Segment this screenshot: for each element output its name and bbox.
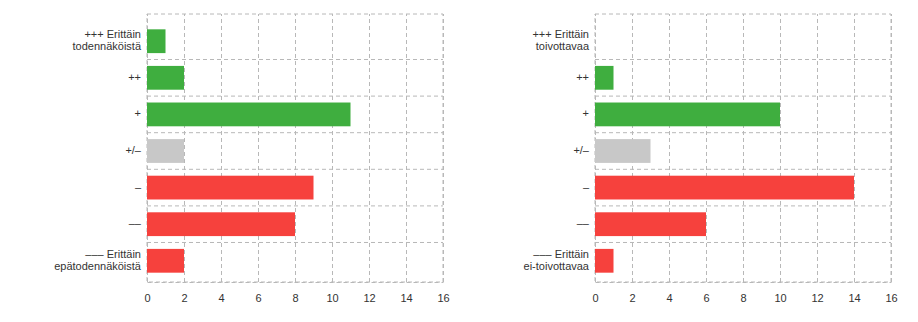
grid-line	[221, 14, 222, 282]
grid-line	[780, 14, 781, 282]
category-separator	[147, 59, 443, 60]
bar	[147, 29, 166, 53]
grid-line	[258, 14, 259, 282]
tick: 4	[666, 14, 672, 304]
category-label: ––– Erittäinei-toivottavaa	[524, 248, 590, 272]
tick: 12	[363, 14, 375, 304]
bar	[147, 176, 314, 200]
tick: 8	[740, 14, 746, 304]
category-label: +/–	[573, 144, 589, 156]
tick-label: 4	[218, 292, 224, 304]
chart-panel: 0246810121416+++ Erittäintodennäköistä++…	[54, 14, 449, 304]
tick-label: 6	[255, 292, 261, 304]
category-label: ––– Erittäinepätodennäköistä	[54, 248, 142, 272]
tick: 14	[848, 14, 860, 304]
bars	[595, 66, 854, 273]
bar	[595, 139, 651, 163]
category-separator	[147, 205, 443, 206]
bar	[147, 103, 351, 127]
tick-label: 4	[666, 292, 672, 304]
category-label: ++	[576, 71, 589, 83]
chart-canvas: 0246810121416+++ Erittäintodennäköistä++…	[0, 0, 918, 322]
bar	[147, 212, 295, 236]
category-label: +	[135, 107, 141, 119]
tick: 6	[255, 14, 261, 304]
bar	[595, 66, 614, 90]
tick-label: 8	[292, 292, 298, 304]
grid-line	[854, 14, 855, 282]
grid-line	[295, 14, 296, 282]
grid-line	[406, 14, 407, 282]
tick-label: 14	[848, 292, 860, 304]
category-label: ––	[129, 217, 142, 229]
tick-label: 14	[400, 292, 412, 304]
bar	[595, 176, 854, 200]
tick: 8	[292, 14, 298, 304]
tick-label: 12	[363, 292, 375, 304]
grid-line	[369, 14, 370, 282]
x-axis: 0 2 4 6 8 10 12 14 16	[592, 14, 897, 304]
tick-label: 12	[811, 292, 823, 304]
grid-line	[817, 14, 818, 282]
tick: 10	[774, 14, 786, 304]
chart-panel: 0246810121416+++ Erittäintoivottavaa++++…	[524, 14, 898, 304]
category-separator	[595, 205, 891, 206]
tick-label: 8	[740, 292, 746, 304]
tick: 6	[703, 14, 709, 304]
tick: 16	[437, 14, 449, 304]
plot-frame	[595, 14, 891, 282]
bar	[147, 249, 184, 273]
plot-frame	[147, 14, 443, 282]
bar	[147, 66, 184, 90]
category-labels: +++ Erittäintoivottavaa++++/––––––– Erit…	[524, 28, 590, 272]
tick-label: 2	[181, 292, 187, 304]
category-separator	[595, 59, 891, 60]
tick: 10	[326, 14, 338, 304]
tick: 14	[400, 14, 412, 304]
grid-line	[669, 14, 670, 282]
tick: 4	[218, 14, 224, 304]
tick: 12	[811, 14, 823, 304]
tick-label: 16	[885, 292, 897, 304]
grid-line	[891, 14, 892, 282]
tick-label: 0	[144, 292, 150, 304]
category-label: ––	[577, 217, 590, 229]
grid-line	[443, 14, 444, 282]
bar	[595, 249, 614, 273]
tick-label: 0	[592, 292, 598, 304]
bar	[595, 212, 706, 236]
category-label: –	[135, 181, 142, 193]
category-label: +++ Erittäintodennäköistä	[73, 28, 142, 52]
tick-label: 2	[629, 292, 635, 304]
tick-label: 10	[326, 292, 338, 304]
category-labels: +++ Erittäintodennäköistä++++/––––––– Er…	[54, 28, 142, 272]
grid-line	[706, 14, 707, 282]
axis-line	[148, 282, 444, 283]
grid-line	[184, 14, 185, 282]
bar	[595, 29, 596, 53]
bars	[147, 29, 351, 272]
category-separator	[595, 242, 891, 243]
tick-label: 6	[703, 292, 709, 304]
tick-label: 16	[437, 292, 449, 304]
tick-label: 10	[774, 292, 786, 304]
x-axis: 0 2 4 6 8 10 12 14 16	[144, 14, 449, 304]
tick: 16	[885, 14, 897, 304]
grid-line	[332, 14, 333, 282]
grid-line	[743, 14, 744, 282]
bar	[595, 103, 780, 127]
category-label: +++ Erittäintoivottavaa	[532, 28, 589, 52]
category-label: ++	[128, 71, 141, 83]
category-label: +/–	[125, 144, 141, 156]
bar	[147, 139, 184, 163]
category-separator	[147, 242, 443, 243]
category-label: –	[583, 181, 590, 193]
category-label: +	[583, 107, 589, 119]
axis-line	[596, 282, 892, 283]
